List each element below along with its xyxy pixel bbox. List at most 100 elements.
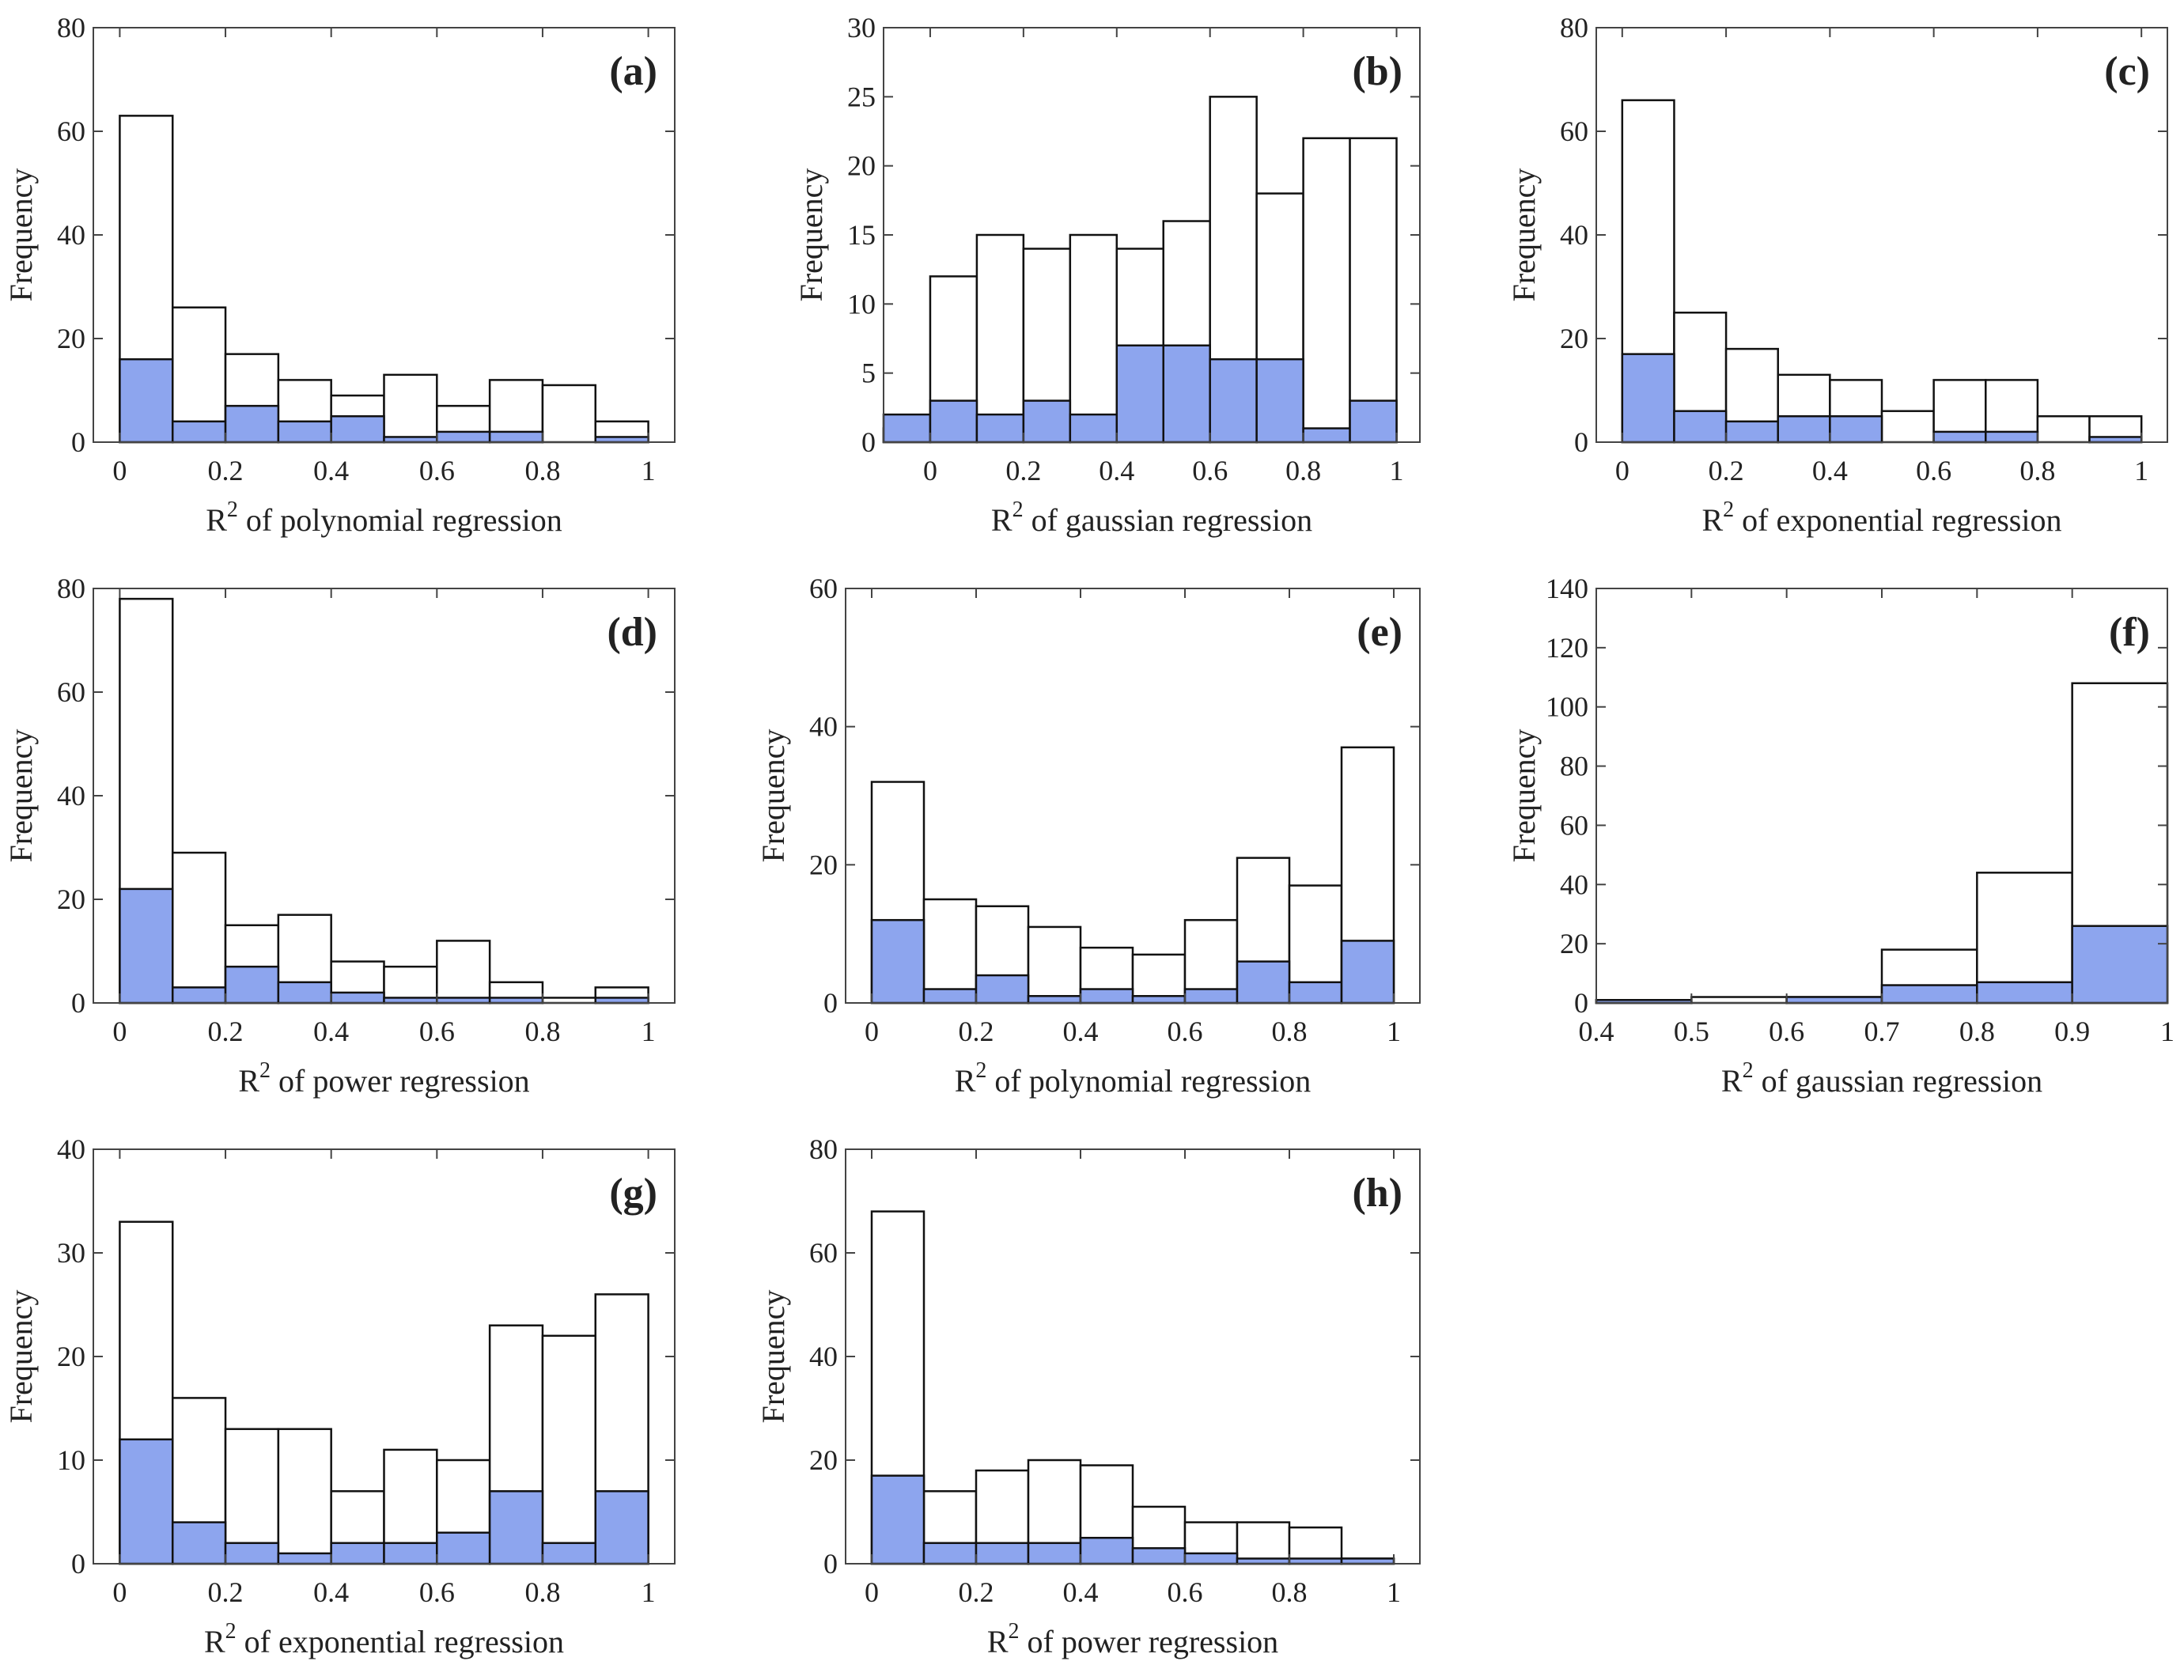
y-tick-label: 60 bbox=[57, 115, 85, 147]
x-axis-title-r: R bbox=[955, 1063, 976, 1099]
panel-label: (c) bbox=[2104, 49, 2150, 94]
y-axis-title: Frequency bbox=[1506, 168, 1542, 302]
x-tick-label: 0.4 bbox=[1063, 1016, 1099, 1047]
y-tick-label: 20 bbox=[1560, 928, 1588, 959]
subset-bar bbox=[1079, 1537, 1134, 1565]
subset-bar bbox=[119, 1438, 174, 1565]
total-bar bbox=[1880, 410, 1935, 444]
y-tick-label: 0 bbox=[71, 1548, 85, 1580]
x-tick-label: 1 bbox=[2134, 455, 2148, 486]
x-axis-title: R2 of power regression bbox=[987, 1619, 1278, 1659]
y-tick-label: 40 bbox=[1560, 219, 1588, 251]
x-axis-title: R2 of polynomial regression bbox=[206, 498, 562, 538]
x-axis-title-rest: of gaussian regression bbox=[1024, 502, 1312, 538]
panel-label: (d) bbox=[607, 610, 657, 655]
x-tick-label: 1 bbox=[642, 1576, 656, 1608]
x-tick-label: 0.8 bbox=[1959, 1016, 1995, 1047]
y-axis-title: Frequency bbox=[1506, 729, 1542, 863]
y-tick-label: 40 bbox=[1560, 868, 1588, 900]
y-axis-title: Frequency bbox=[3, 1290, 39, 1424]
subset-bar bbox=[1079, 988, 1134, 1005]
x-tick-label: 0.8 bbox=[1272, 1576, 1308, 1608]
subset-bar bbox=[1022, 399, 1072, 444]
y-tick-label: 80 bbox=[57, 12, 85, 44]
subset-bar bbox=[1162, 344, 1211, 444]
y-tick-label: 10 bbox=[847, 288, 876, 320]
subset-bar bbox=[1985, 430, 2039, 444]
total-bar bbox=[975, 233, 1025, 444]
subset-bar bbox=[1880, 984, 1978, 1005]
x-tick-label: 1 bbox=[1387, 1576, 1401, 1608]
subset-bar bbox=[224, 1542, 280, 1565]
panel-label: (b) bbox=[1352, 49, 1402, 94]
total-bar bbox=[1349, 137, 1398, 444]
subset-bar bbox=[1131, 995, 1187, 1005]
y-tick-label: 0 bbox=[71, 987, 85, 1019]
x-axis-title-rest: of polynomial regression bbox=[238, 502, 562, 538]
y-tick-label: 25 bbox=[847, 81, 876, 112]
x-axis-title-r: R bbox=[1721, 1063, 1743, 1099]
total-bar bbox=[922, 898, 978, 1005]
x-tick-label: 0.2 bbox=[1709, 455, 1744, 486]
subset-bar bbox=[1236, 960, 1291, 1005]
y-axis-title: Frequency bbox=[755, 1290, 791, 1424]
x-axis-title-superscript: 2 bbox=[225, 1619, 237, 1644]
y-tick-label: 20 bbox=[847, 150, 876, 182]
total-bar bbox=[171, 306, 227, 444]
subset-bar bbox=[1209, 358, 1258, 444]
subset-bar bbox=[975, 974, 1030, 1005]
x-tick-label: 0 bbox=[865, 1576, 879, 1608]
y-axis-title: Frequency bbox=[3, 729, 39, 863]
subset-bar bbox=[436, 430, 491, 444]
y-tick-label: 15 bbox=[847, 219, 876, 251]
subset-bar bbox=[594, 1490, 649, 1565]
subset-bar bbox=[1932, 430, 1987, 444]
subset-bar bbox=[922, 988, 978, 1005]
subset-bar bbox=[277, 420, 332, 444]
histogram-panel: 0 5 10 15 20 25 30 0 0.2 0.4 0.6 0.8 1 Frequency R2 of… bbox=[793, 12, 1421, 538]
x-tick-label: 0.9 bbox=[2054, 1016, 2090, 1047]
x-tick-label: 0.8 bbox=[2019, 455, 2055, 486]
subset-bar bbox=[330, 991, 385, 1005]
y-tick-label: 5 bbox=[861, 358, 876, 389]
total-bar bbox=[541, 384, 597, 444]
y-tick-label: 0 bbox=[823, 987, 838, 1019]
y-tick-label: 40 bbox=[809, 711, 838, 743]
total-bar bbox=[541, 1334, 597, 1565]
subset-bar bbox=[1302, 427, 1351, 444]
x-tick-label: 0.6 bbox=[1916, 455, 1951, 486]
subset-bar bbox=[1724, 420, 1779, 444]
y-tick-label: 0 bbox=[823, 1548, 838, 1580]
total-bar bbox=[2036, 415, 2091, 444]
y-tick-label: 80 bbox=[1560, 751, 1588, 782]
x-axis-title-superscript: 2 bbox=[1723, 498, 1734, 522]
subset-bar bbox=[224, 404, 280, 444]
total-bar bbox=[1069, 233, 1118, 444]
x-tick-label: 0.6 bbox=[1769, 1016, 1804, 1047]
y-axis-title: Frequency bbox=[793, 168, 829, 302]
subset-bar bbox=[870, 1474, 925, 1565]
x-tick-label: 0.2 bbox=[208, 1016, 244, 1047]
x-tick-label: 0.2 bbox=[208, 1576, 244, 1608]
subset-bar bbox=[383, 1542, 438, 1565]
x-tick-label: 0.4 bbox=[313, 1016, 349, 1047]
y-tick-label: 80 bbox=[1560, 12, 1588, 44]
total-bar bbox=[436, 940, 491, 1005]
total-bar bbox=[171, 851, 227, 1005]
x-axis-title-r: R bbox=[991, 502, 1013, 538]
subset-bar bbox=[119, 887, 174, 1005]
total-bar bbox=[1690, 996, 1788, 1005]
x-tick-label: 0 bbox=[112, 1016, 127, 1047]
panel-label: (a) bbox=[609, 49, 657, 94]
x-axis-title: R2 of power regression bbox=[238, 1058, 529, 1099]
subset-bar bbox=[1777, 415, 1831, 444]
subset-bar bbox=[1340, 940, 1395, 1005]
x-axis-title: R2 of gaussian regression bbox=[1721, 1058, 2042, 1099]
y-tick-label: 20 bbox=[57, 884, 85, 915]
y-tick-label: 20 bbox=[57, 1341, 85, 1372]
subset-bar bbox=[1027, 1542, 1082, 1565]
x-axis-title-superscript: 2 bbox=[227, 498, 238, 522]
subset-bar bbox=[224, 965, 280, 1005]
x-axis-title-rest: of power regression bbox=[1020, 1624, 1279, 1659]
subset-bar bbox=[330, 415, 385, 444]
